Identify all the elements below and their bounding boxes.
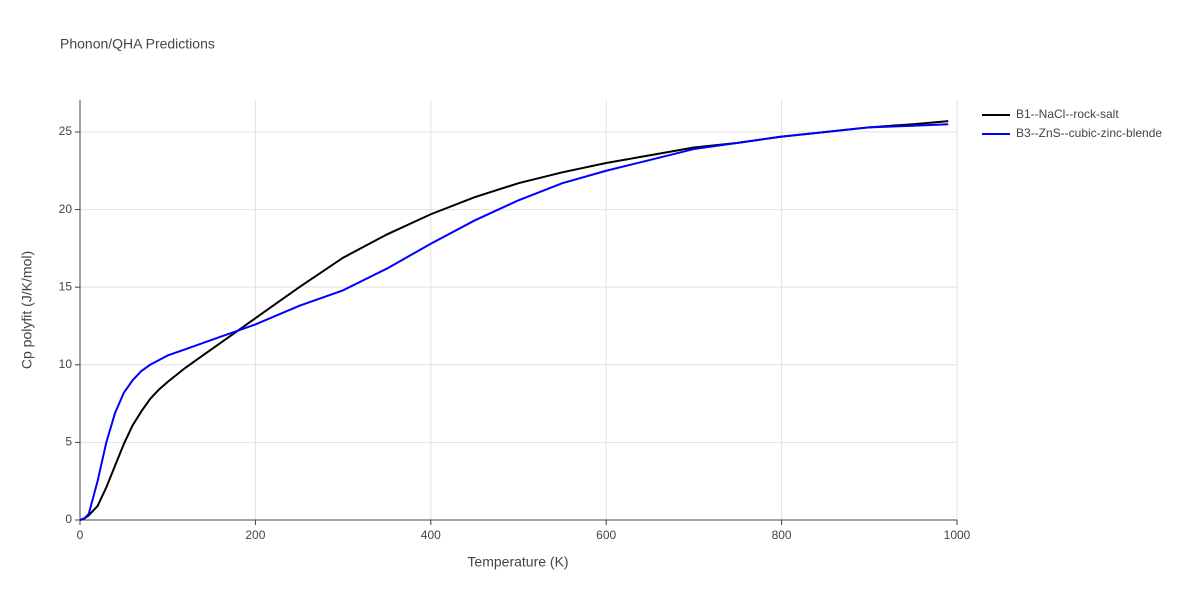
y-axis-title: Cp polyfit (J/K/mol) — [19, 251, 35, 369]
x-tick-label: 600 — [596, 528, 616, 542]
y-tick-label: 20 — [59, 202, 73, 216]
x-tick-label: 1000 — [944, 528, 971, 542]
x-tick-label: 800 — [772, 528, 792, 542]
x-tick-label: 400 — [421, 528, 441, 542]
legend-label: B1--NaCl--rock-salt — [1016, 107, 1119, 121]
chart-title: Phonon/QHA Predictions — [60, 36, 215, 52]
line-series — [79, 120, 949, 521]
y-tick-label: 5 — [65, 435, 72, 449]
y-tick-label: 15 — [59, 279, 73, 293]
x-tick-label: 200 — [245, 528, 265, 542]
y-tick-label: 0 — [65, 512, 72, 526]
x-tick-label: 0 — [77, 528, 84, 542]
legend-label: B3--ZnS--cubic-zinc-blende — [1016, 126, 1162, 140]
y-tick-label: 25 — [59, 124, 73, 138]
y-tick-label: 10 — [59, 357, 73, 371]
x-axis-title: Temperature (K) — [467, 554, 568, 570]
line-series — [79, 123, 949, 521]
